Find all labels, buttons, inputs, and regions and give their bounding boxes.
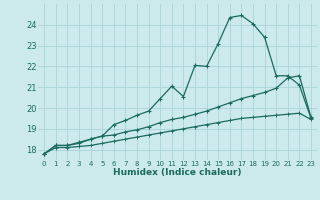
X-axis label: Humidex (Indice chaleur): Humidex (Indice chaleur) (113, 168, 242, 177)
